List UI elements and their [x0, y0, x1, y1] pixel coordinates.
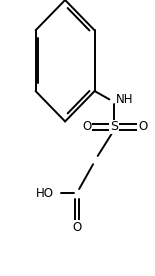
Text: NH: NH	[116, 93, 133, 106]
Text: S: S	[110, 120, 118, 134]
Text: O: O	[138, 120, 147, 134]
Text: O: O	[72, 221, 81, 234]
Text: O: O	[82, 120, 91, 134]
Text: HO: HO	[36, 187, 54, 200]
